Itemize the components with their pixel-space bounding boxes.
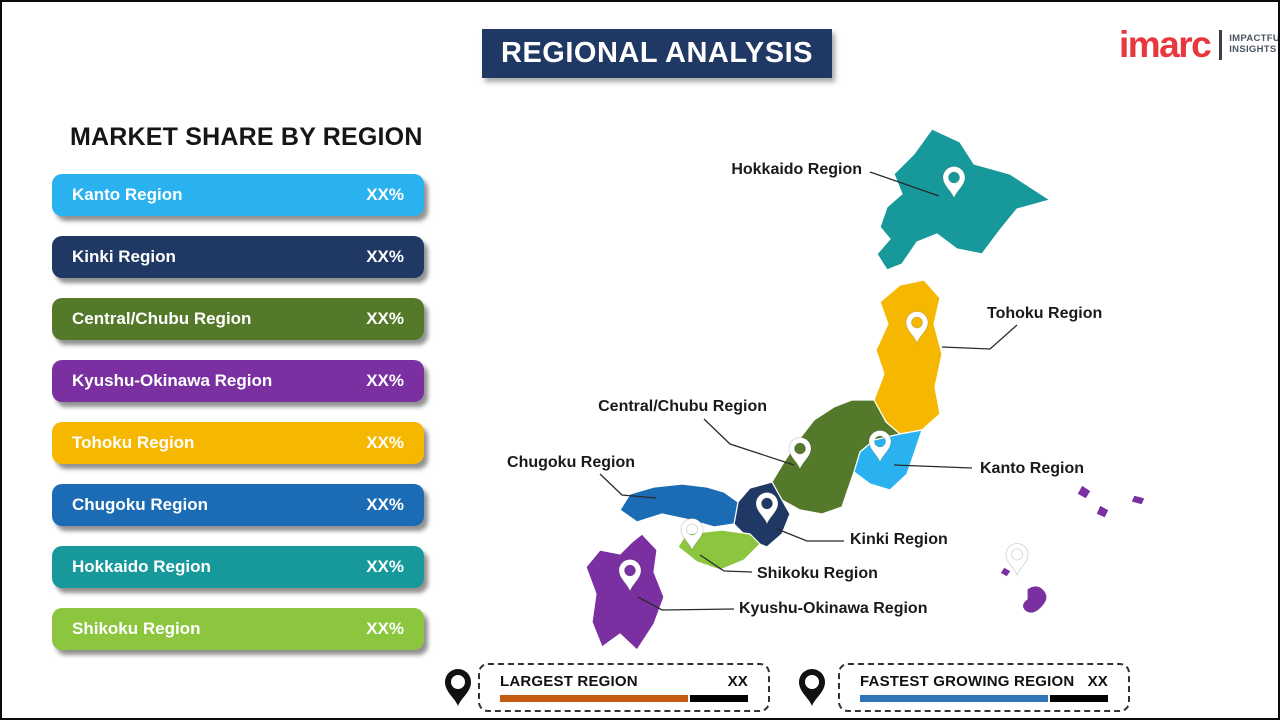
logo-tagline-line2: INSIGHTS	[1229, 43, 1277, 55]
share-bar-value: XX%	[366, 619, 404, 638]
map-label-tohoku: Tohoku Region	[987, 305, 1102, 322]
share-bar-kyushu-okinawa: Kyushu-Okinawa Region XX%	[52, 360, 424, 402]
share-bar-label: Hokkaido Region	[72, 557, 211, 576]
map-region-hokkaido	[876, 128, 1052, 271]
map-label-central-chubu: Central/Chubu Region	[598, 398, 767, 415]
share-bar-label: Kyushu-Okinawa Region	[72, 371, 273, 390]
leader-line-kyushu-okinawa	[637, 596, 735, 611]
share-bar-hokkaido: Hokkaido Region XX%	[52, 546, 424, 588]
map-region-kyushu	[585, 533, 665, 651]
largest-region-legend: LARGEST REGION XX	[478, 663, 770, 712]
japan-map: Hokkaido Region Tohoku Region Central/Ch…	[507, 128, 1146, 651]
share-bar-central-chubu: Central/Chubu Region XX%	[52, 298, 424, 340]
share-bar-label: Central/Chubu Region	[72, 309, 252, 328]
fastest-growing-legend: FASTEST GROWING REGION XX	[838, 663, 1130, 712]
fastest-growing-pin-icon	[799, 669, 825, 706]
share-bar-value: XX%	[366, 185, 404, 204]
leader-line-shikoku	[699, 554, 753, 573]
logo-tagline: IMPACTFUL INSIGHTS	[1229, 32, 1280, 56]
leader-line-tohoku	[941, 324, 1018, 350]
share-bar-chugoku: Chugoku Region XX%	[52, 484, 424, 526]
page-title-text: REGIONAL ANALYSIS	[501, 37, 813, 69]
map-label-kyushu-okinawa: Kyushu-Okinawa Region	[739, 600, 927, 617]
largest-region-label: LARGEST REGION	[500, 673, 638, 690]
share-bar-label: Kinki Region	[72, 247, 176, 266]
page-title: REGIONAL ANALYSIS	[482, 29, 832, 78]
fastest-growing-bar-end	[1050, 695, 1108, 702]
fastest-growing-bar	[860, 695, 1048, 702]
share-bar-label: Shikoku Region	[72, 619, 201, 638]
leader-line-kanto	[893, 464, 973, 469]
leader-line-kinki	[776, 528, 844, 542]
logo-brand-text: imarc	[1119, 24, 1212, 65]
map-region-okinawa-islands	[999, 484, 1146, 614]
logo-tagline-line1: IMPACTFUL	[1229, 32, 1280, 44]
fastest-growing-label: FASTEST GROWING REGION	[860, 673, 1075, 690]
logo-divider	[1219, 29, 1223, 60]
share-bar-label: Kanto Region	[72, 185, 183, 204]
leader-line-hokkaido	[869, 171, 940, 197]
share-bar-label: Chugoku Region	[72, 495, 208, 514]
fastest-growing-value: XX	[1087, 673, 1108, 690]
leader-line-chugoku	[599, 473, 657, 499]
share-bar-value: XX%	[366, 247, 404, 266]
share-bar-kanto: Kanto Region XX%	[52, 174, 424, 216]
largest-region-bar	[500, 695, 688, 702]
map-label-kanto: Kanto Region	[980, 460, 1084, 477]
map-label-chugoku: Chugoku Region	[507, 454, 635, 471]
map-label-kinki: Kinki Region	[850, 531, 948, 548]
share-bar-value: XX%	[366, 309, 404, 328]
largest-region-pin-icon	[445, 669, 471, 706]
share-bar-value: XX%	[366, 433, 404, 452]
map-label-shikoku: Shikoku Region	[757, 565, 878, 582]
share-bar-label: Tohoku Region	[72, 433, 195, 452]
largest-region-bar-end	[690, 695, 748, 702]
share-bar-kinki: Kinki Region XX%	[52, 236, 424, 278]
map-region-tohoku	[873, 279, 943, 435]
map-region-chugoku	[619, 483, 739, 528]
largest-region-value: XX	[727, 673, 748, 690]
market-share-list: Kanto Region XX% Kinki Region XX% Centra…	[52, 174, 424, 670]
share-bar-tohoku: Tohoku Region XX%	[52, 422, 424, 464]
leader-line-central-chubu	[703, 418, 795, 466]
market-share-heading: MARKET SHARE BY REGION	[70, 123, 423, 151]
imarc-logo: imarc IMPACTFUL INSIGHTS	[1119, 24, 1280, 65]
share-bar-value: XX%	[366, 557, 404, 576]
map-label-hokkaido: Hokkaido Region	[731, 161, 862, 178]
share-bar-value: XX%	[366, 495, 404, 514]
share-bar-value: XX%	[366, 371, 404, 390]
share-bar-shikoku: Shikoku Region XX%	[52, 608, 424, 650]
